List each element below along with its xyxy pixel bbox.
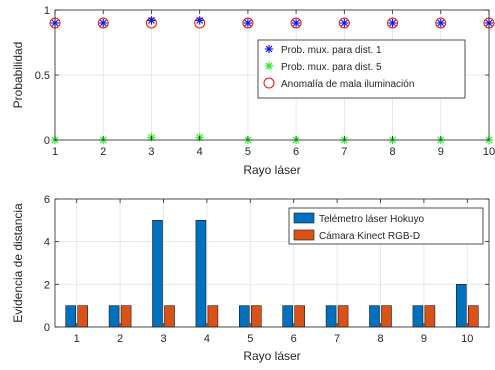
x-tick-label: 1 (52, 146, 58, 158)
probability-y-axis-label: Probabilidad (11, 42, 25, 109)
y-tick-label: 4 (44, 237, 50, 249)
data-point-dist-1-stroke (148, 16, 155, 24)
probability-legend: Prob. mux. para dist. 1 Prob. mux. para … (257, 39, 466, 99)
data-point-dist-1 (195, 16, 204, 25)
x-tick-label: 10 (461, 333, 473, 345)
bar-hokuyo (455, 284, 467, 328)
bar-kinect (77, 305, 88, 328)
data-point-dist-1-stroke (196, 16, 204, 24)
evidence-axes-box (54, 198, 490, 328)
data-point-dist-1-stroke (292, 19, 300, 27)
bar-kinect (164, 305, 175, 328)
x-tick-label: 9 (421, 333, 427, 345)
x-tick-label: 5 (245, 146, 251, 158)
bar-kinect (381, 305, 392, 328)
y-tick-label: 6 (44, 194, 50, 206)
evidence-y-axis-label: Evidencia de distancia (11, 203, 25, 323)
probability-x-axis-label: Rayo láser (243, 163, 300, 177)
bar-kinect (467, 305, 479, 328)
x-tick-label: 10 (483, 146, 495, 158)
bar-hokuyo (195, 220, 207, 328)
x-tick-label: 6 (293, 146, 299, 158)
y-tick-label: 1 (44, 5, 50, 17)
bar-kinect (424, 305, 436, 328)
data-point-dist-1-stroke (99, 19, 107, 27)
bar-hokuyo (412, 305, 424, 328)
bar-kinect (120, 305, 132, 328)
bar-hokuyo (152, 220, 163, 328)
evidence-x-axis-label: Rayo láser (243, 349, 300, 363)
x-tick-label: 3 (160, 333, 166, 345)
data-point-dist-1 (243, 18, 253, 28)
legend-entry-hokuyo: Telémetro láser Hokuyo (319, 214, 424, 225)
data-point-dist-1 (291, 18, 301, 28)
y-tick-label: 2 (44, 279, 50, 291)
data-point-dist-1 (388, 18, 397, 28)
bar-kinect (251, 305, 262, 328)
bar-kinect (207, 305, 219, 328)
x-tick-label: 7 (334, 333, 340, 345)
legend-entry-dist-5: Prob. mux. para dist. 5 (281, 62, 382, 73)
legend-entry-anomaly: Anomalía de mala iluminación (281, 79, 414, 90)
bar-hokuyo (282, 305, 294, 328)
data-point-anomaly (338, 17, 350, 29)
bar-hokuyo (369, 305, 380, 328)
y-tick-label: 0 (44, 322, 50, 334)
bar-hokuyo (65, 305, 76, 328)
bar-hokuyo (239, 305, 250, 328)
data-point-anomaly (387, 17, 399, 29)
x-tick-label: 3 (148, 146, 154, 158)
data-point-anomaly (242, 17, 254, 29)
data-point-anomaly (290, 17, 302, 29)
legend-symbol-dist-1-stroke (265, 45, 273, 53)
probability-legend-symbols (263, 44, 275, 89)
x-tick-label: 2 (100, 146, 106, 158)
x-tick-label: 8 (389, 146, 395, 158)
legend-entry-dist-1: Prob. mux. para dist. 1 (281, 45, 382, 56)
evidence-panel: 1 2 3 4 5 6 7 8 9 10 0 2 4 6 Rayo láser Evidencia de … (11, 194, 490, 363)
data-point-dist-1 (99, 18, 108, 28)
legend-swatch-kinect (293, 229, 315, 241)
legend-symbol-dist-5 (264, 61, 274, 71)
legend-entry-kinect: Cámara Kinect RGB-D (319, 231, 420, 242)
data-point-dist-1 (147, 16, 156, 25)
bar-hokuyo (325, 305, 337, 328)
bar-kinect (337, 305, 349, 328)
y-tick-label: 0 (44, 135, 50, 147)
evidence-legend-symbols (293, 212, 315, 241)
x-tick-label: 4 (197, 146, 203, 158)
legend-symbol-anomaly (263, 77, 275, 89)
x-tick-label: 9 (438, 146, 444, 158)
data-point-dist-1-stroke (244, 19, 252, 27)
evidence-legend: Telémetro láser Hokuyo Cámara Kinect RGB… (288, 207, 484, 245)
legend-swatch-hokuyo (293, 212, 315, 224)
data-point-dist-1-stroke (389, 19, 396, 27)
probability-legend-box (257, 39, 466, 99)
probability-ticks: 1 2 3 4 5 6 7 8 9 10 0 0.5 1 (35, 5, 495, 158)
x-tick-label: 5 (247, 333, 253, 345)
data-point-anomaly (435, 17, 447, 29)
data-point-dist-1 (340, 18, 349, 28)
x-tick-label: 1 (74, 333, 80, 345)
x-tick-label: 4 (204, 333, 210, 345)
data-point-anomaly (97, 17, 109, 29)
probability-panel: 1 2 3 4 5 6 7 8 9 10 0 0.5 1 Rayo láser Probabilidad… (11, 5, 495, 177)
x-tick-label: 6 (291, 333, 297, 345)
data-point-dist-1 (436, 18, 445, 28)
data-point-dist-1-stroke (437, 19, 445, 27)
evidence-bars (65, 220, 479, 328)
legend-symbol-dist-5-stroke (265, 62, 273, 70)
y-tick-label: 0.5 (35, 70, 50, 82)
legend-symbol-dist-1 (264, 44, 274, 54)
evidence-ticks: 1 2 3 4 5 6 7 8 9 10 0 2 4 6 (44, 194, 489, 345)
x-tick-label: 7 (341, 146, 347, 158)
x-tick-label: 8 (377, 333, 383, 345)
x-tick-label: 2 (117, 333, 123, 345)
bar-kinect (294, 305, 306, 328)
evidence-legend-box (288, 207, 484, 245)
data-point-dist-1-stroke (340, 19, 348, 27)
bar-hokuyo (108, 305, 120, 328)
